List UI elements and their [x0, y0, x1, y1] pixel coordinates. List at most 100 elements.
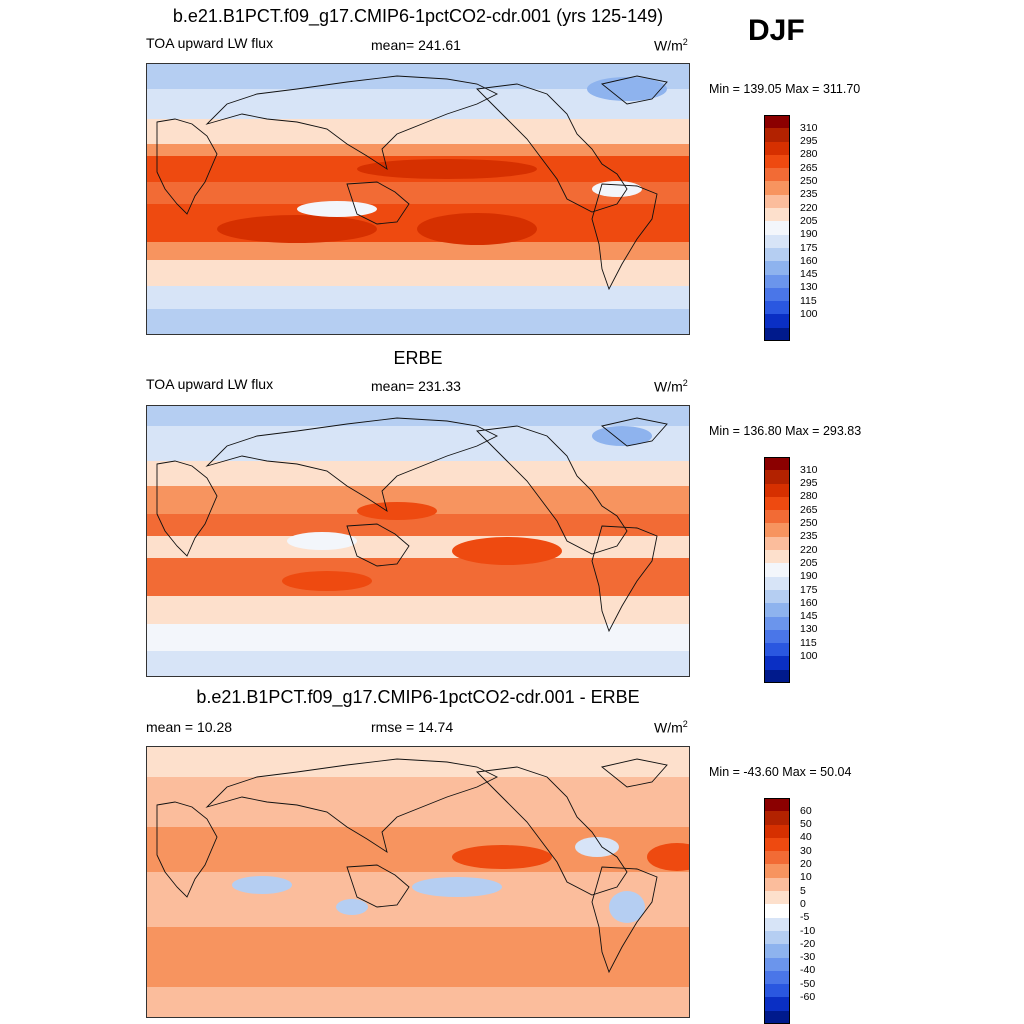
field-contour-band — [452, 845, 552, 869]
colorbar-swatch — [764, 247, 790, 262]
coastline — [346, 864, 410, 908]
coastline — [476, 766, 628, 896]
colorbar-tick-label: 5 — [800, 884, 806, 897]
colorbar-swatch — [764, 154, 790, 169]
field-contour-band — [575, 837, 619, 857]
colorbar-swatch — [764, 944, 790, 958]
colorbar-swatch — [764, 181, 790, 195]
coastline — [346, 523, 410, 567]
colorbar-tick-label: 160 — [800, 254, 818, 267]
field-contour-band — [357, 502, 437, 520]
colorbar-swatch — [764, 970, 790, 985]
colorbar-swatch — [764, 864, 790, 878]
colorbar-tick-label: -40 — [800, 964, 816, 977]
colorbar-tick-label: 265 — [800, 503, 818, 516]
colorbar-tick-label: 250 — [800, 517, 818, 529]
field-contour-band — [147, 651, 689, 676]
colorbar-tick-label: 100 — [800, 650, 818, 662]
colorbar-swatch — [764, 1010, 790, 1024]
colorbar-tick-label: 220 — [800, 543, 818, 556]
field-contour-band — [147, 536, 689, 561]
colorbar-swatch — [764, 470, 790, 484]
season-label: DJF — [748, 14, 805, 47]
colorbar-swatch — [764, 669, 790, 684]
colorbar-tick-label: 190 — [800, 228, 818, 241]
colorbar-swatch — [764, 589, 790, 604]
colorbar-swatch — [764, 483, 790, 497]
coastline — [205, 417, 499, 513]
coastline — [600, 758, 668, 788]
colorbar-tick-label: 0 — [800, 897, 806, 910]
panel-1-variable-label: TOA upward LW flux — [146, 35, 274, 51]
panel-2-map-plot — [147, 406, 689, 676]
colorbar-tick-label: 30 — [800, 844, 812, 857]
coastline — [156, 460, 218, 557]
colorbar-tick-label: 160 — [800, 596, 818, 609]
colorbar-swatch — [764, 550, 790, 564]
colorbar-swatch — [764, 208, 790, 222]
field-contour-band — [147, 242, 689, 262]
panel-3-mean-label: mean = 10.28 — [146, 719, 233, 735]
coastline — [476, 83, 628, 213]
colorbar-swatch — [764, 128, 790, 142]
field-contour-band — [147, 624, 689, 654]
colorbar-swatch — [764, 274, 790, 288]
field-contour-band — [287, 532, 357, 550]
colorbar-swatch — [764, 643, 790, 657]
colorbar-tick-label: 145 — [800, 268, 818, 281]
colorbar-swatch — [764, 851, 790, 865]
colorbar-swatch — [764, 261, 790, 275]
colorbar-swatch — [764, 904, 790, 918]
field-contour-band — [452, 537, 562, 565]
field-contour-band — [412, 877, 502, 897]
colorbar-swatch — [764, 877, 790, 892]
coastline — [591, 183, 658, 291]
colorbar-swatch — [764, 301, 790, 315]
colorbar-tick-label: 20 — [800, 858, 812, 870]
colorbar-tick-label: -20 — [800, 937, 816, 950]
panel-1-units: W/m2 — [654, 37, 688, 54]
colorbar-tick-label: 175 — [800, 583, 818, 596]
colorbar-tick-label: 100 — [800, 308, 818, 320]
coastline — [156, 801, 218, 898]
colorbar-swatch — [764, 629, 790, 644]
coastline — [476, 425, 628, 555]
colorbar-tick-label: 295 — [800, 477, 818, 490]
colorbar-swatch — [764, 603, 790, 617]
colorbar-tick-label: 115 — [800, 294, 817, 307]
coastline — [156, 118, 218, 215]
colorbar-swatch — [764, 930, 790, 945]
colorbar-swatch — [764, 327, 790, 342]
colorbar-tick-label: 235 — [800, 188, 818, 201]
colorbar-swatch — [764, 891, 790, 905]
colorbar-swatch — [764, 563, 790, 577]
panel-1-mean-label: mean= 241.61 — [371, 37, 461, 53]
colorbar-tick-label: -30 — [800, 951, 816, 964]
colorbar-swatch — [764, 496, 790, 511]
colorbar-swatch — [764, 957, 790, 971]
colorbar-tick-label: 145 — [800, 610, 818, 623]
field-contour-band — [147, 747, 689, 777]
colorbar-swatch — [764, 141, 790, 155]
field-contour-band — [647, 843, 689, 871]
panel-2-mean-label: mean= 231.33 — [371, 378, 461, 394]
field-contour-band — [232, 876, 292, 894]
field-contour-band — [147, 596, 689, 626]
field-contour-band — [147, 927, 689, 987]
coastline — [346, 181, 410, 225]
field-contour-band — [357, 159, 537, 179]
field-contour-band — [147, 286, 689, 311]
coastline — [205, 758, 499, 854]
colorbar-swatch — [764, 510, 790, 524]
panel-2-title: ERBE — [393, 348, 443, 368]
colorbar-swatch — [764, 168, 790, 182]
colorbar-tick-label: 50 — [800, 818, 812, 831]
panel-3-units: W/m2 — [654, 719, 688, 736]
panel-2-colorbar — [764, 457, 790, 684]
field-contour-band — [587, 77, 667, 101]
colorbar-swatch — [764, 194, 790, 209]
colorbar-tick-label: 280 — [800, 490, 818, 503]
panel-3-colorbar — [764, 798, 790, 1024]
panel-3-map-plot — [147, 747, 689, 1017]
coastline — [600, 75, 668, 105]
